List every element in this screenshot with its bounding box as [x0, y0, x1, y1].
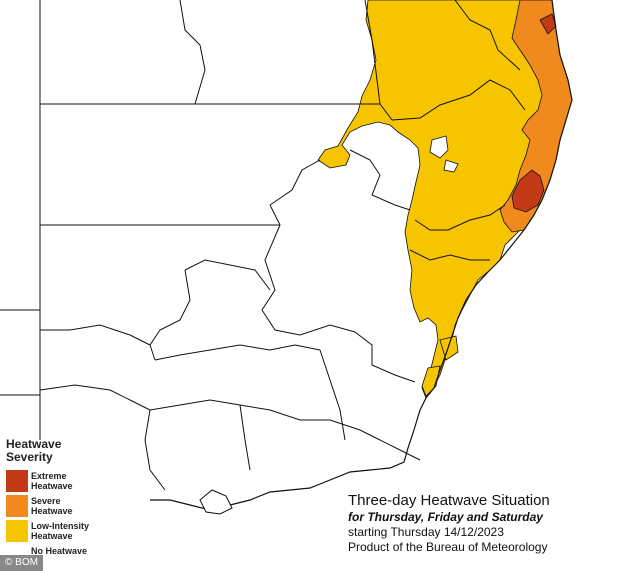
boundary-line — [349, 149, 411, 211]
no-heatwave-pocket-2 — [443, 159, 459, 173]
boundary-line — [379, 439, 421, 461]
legend: Heatwave Severity Extreme Heatwave Sever… — [6, 438, 116, 570]
boundary-line — [391, 79, 526, 121]
legend-swatch-severe — [6, 495, 28, 517]
legend-label-low: Low-Intensity Heatwave — [31, 521, 89, 541]
boundary-line — [39, 384, 151, 411]
district-boundaries — [0, 0, 573, 511]
boundary-line — [354, 331, 416, 383]
boundary-line — [40, 324, 151, 346]
caption-title: Three-day Heatwave Situation — [348, 492, 550, 509]
image-credit: © BOM — [0, 555, 43, 571]
caption-product: Product of the Bureau of Meteorology — [348, 540, 548, 554]
legend-label-none: No Heatwave — [31, 546, 88, 556]
boundary-line — [144, 409, 166, 491]
legend-item-extreme: Extreme Heatwave — [6, 470, 116, 495]
coastline — [150, 0, 573, 511]
boundary-line — [184, 259, 271, 291]
legend-label-severe: Severe Heatwave — [31, 496, 73, 516]
legend-item-low: Low-Intensity Heatwave — [6, 520, 116, 545]
port-phillip-bay — [199, 489, 233, 515]
boundary-line — [149, 269, 191, 361]
extreme-area — [511, 169, 545, 213]
caption-starting: starting Thursday 14/12/2023 — [348, 525, 504, 539]
boundary-line — [149, 399, 381, 441]
boundary-line — [454, 0, 521, 71]
legend-title: Heatwave Severity — [6, 437, 62, 464]
caption-subtitle: for Thursday, Friday and Saturday — [348, 510, 543, 524]
boundary-line — [409, 249, 490, 261]
heatwave-regions — [317, 0, 573, 399]
boundary-line — [179, 0, 206, 105]
map-caption: Three-day Heatwave Situation for Thursda… — [348, 492, 628, 555]
legend-swatch-extreme — [6, 470, 28, 492]
boundary-line — [261, 204, 356, 336]
boundary-line — [319, 349, 346, 441]
legend-item-severe: Severe Heatwave — [6, 495, 116, 520]
low-intensity-coastal-patch — [439, 335, 459, 361]
boundary-line — [414, 204, 506, 231]
boundary-line — [364, 0, 393, 121]
legend-swatch-low — [6, 520, 28, 542]
no-heatwave-pocket — [429, 135, 449, 159]
boundary-line — [239, 404, 251, 471]
legend-label-extreme: Extreme Heatwave — [31, 471, 73, 491]
boundary-line — [269, 159, 321, 206]
boundary-line — [154, 344, 321, 361]
